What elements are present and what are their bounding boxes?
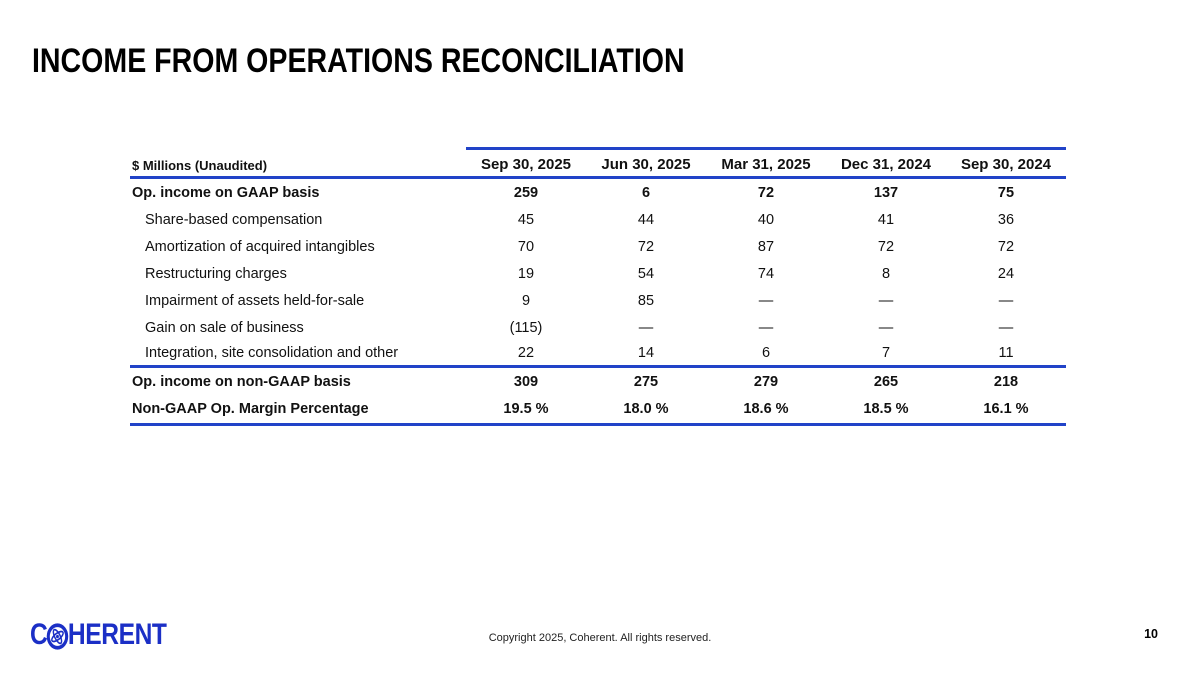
cell-value: 6 <box>641 184 651 201</box>
cell-value: 72 <box>877 238 895 255</box>
cell-value: 24 <box>997 265 1015 282</box>
cell-value: 72 <box>997 238 1015 255</box>
cell-value: 72 <box>637 238 655 255</box>
cell-value: 22 <box>517 345 535 361</box>
cell-value: 74 <box>757 265 775 282</box>
cell-value: 137 <box>873 184 899 201</box>
cell-value: 70 <box>517 238 535 255</box>
table-row: Impairment of assets held-for-sale 9 85 … <box>130 287 1066 314</box>
unit-label: $ Millions (Unaudited) <box>132 158 268 173</box>
row-label: Share-based compensation <box>145 211 323 228</box>
table-header-row: $ Millions (Unaudited) Sep 30, 2025 Jun … <box>130 147 1066 179</box>
cell-value: 8 <box>881 265 891 282</box>
column-header: Dec 31, 2024 <box>840 156 932 173</box>
table-row: Amortization of acquired intangibles 70 … <box>130 233 1066 260</box>
cell-value: 9 <box>521 292 531 309</box>
cell-value: 87 <box>757 238 775 255</box>
cell-value: — <box>878 319 894 336</box>
cell-value: 40 <box>757 211 775 228</box>
page-title: INCOME FROM OPERATIONS RECONCILIATION <box>32 42 685 80</box>
cell-value: 11 <box>998 345 1014 361</box>
cell-value: 36 <box>997 211 1015 228</box>
row-label: Op. income on GAAP basis <box>132 184 320 201</box>
table-top-rule <box>466 147 1066 150</box>
cell-value: 44 <box>637 211 655 228</box>
column-header: Sep 30, 2025 <box>480 156 572 173</box>
reconciliation-table: $ Millions (Unaudited) Sep 30, 2025 Jun … <box>130 147 1066 426</box>
cell-value: 19.5 % <box>503 400 549 417</box>
cell-value: — <box>998 292 1014 309</box>
cell-value: 259 <box>513 184 539 201</box>
cell-value: 75 <box>997 184 1015 201</box>
row-label: Amortization of acquired intangibles <box>145 238 375 255</box>
column-header: Mar 31, 2025 <box>721 156 811 173</box>
row-label: Gain on sale of business <box>145 319 304 336</box>
table-row: Share-based compensation 45 44 40 41 36 <box>130 206 1066 233</box>
cell-value: 218 <box>993 373 1019 390</box>
cell-value: 19 <box>517 265 535 282</box>
table-row: Op. income on GAAP basis 259 6 72 137 75 <box>130 179 1066 206</box>
cell-value: — <box>998 319 1014 336</box>
cell-value: 41 <box>877 211 895 228</box>
cell-value: 18.0 % <box>623 400 669 417</box>
column-header: Sep 30, 2024 <box>960 156 1052 173</box>
cell-value: — <box>758 319 774 336</box>
atom-orbit-icon <box>46 622 69 650</box>
cell-value: 45 <box>517 211 535 228</box>
table-row: Gain on sale of business (115) — — — — <box>130 314 1066 341</box>
row-label: Non-GAAP Op. Margin Percentage <box>132 400 369 417</box>
cell-value: 54 <box>637 265 655 282</box>
cell-value: 18.6 % <box>743 400 789 417</box>
row-label: Impairment of assets held-for-sale <box>145 292 365 309</box>
logo-text-suffix: HERENT <box>67 618 167 651</box>
coherent-logo: C HERENT <box>30 618 167 652</box>
table-row: Restructuring charges 19 54 74 8 24 <box>130 260 1066 287</box>
cell-value: 309 <box>513 373 539 390</box>
cell-value: — <box>878 292 894 309</box>
table-row: Integration, site consolidation and othe… <box>130 341 1066 368</box>
row-label: Integration, site consolidation and othe… <box>145 345 399 361</box>
copyright-text: Copyright 2025, Coherent. All rights res… <box>488 632 712 644</box>
table-row: Op. income on non-GAAP basis 309 275 279… <box>130 368 1066 395</box>
cell-value: — <box>638 319 654 336</box>
cell-value: 18.5 % <box>863 400 909 417</box>
cell-value: 85 <box>637 292 655 309</box>
row-label: Restructuring charges <box>145 265 287 282</box>
page-number: 10 <box>1144 627 1158 641</box>
cell-value: 72 <box>757 184 775 201</box>
cell-value: 16.1 % <box>983 400 1029 417</box>
table-row: Non-GAAP Op. Margin Percentage 19.5 % 18… <box>130 395 1066 422</box>
cell-value: 14 <box>637 345 655 361</box>
cell-value: (115) <box>509 319 543 336</box>
cell-value: — <box>758 292 774 309</box>
cell-value: 6 <box>761 345 771 361</box>
table-bottom-rule <box>130 423 1066 426</box>
cell-value: 279 <box>753 373 779 390</box>
cell-value: 7 <box>881 345 891 361</box>
logo-text-prefix: C <box>30 618 48 651</box>
cell-value: 265 <box>873 373 899 390</box>
row-label: Op. income on non-GAAP basis <box>132 373 351 390</box>
cell-value: 275 <box>633 373 659 390</box>
column-header: Jun 30, 2025 <box>601 156 691 173</box>
